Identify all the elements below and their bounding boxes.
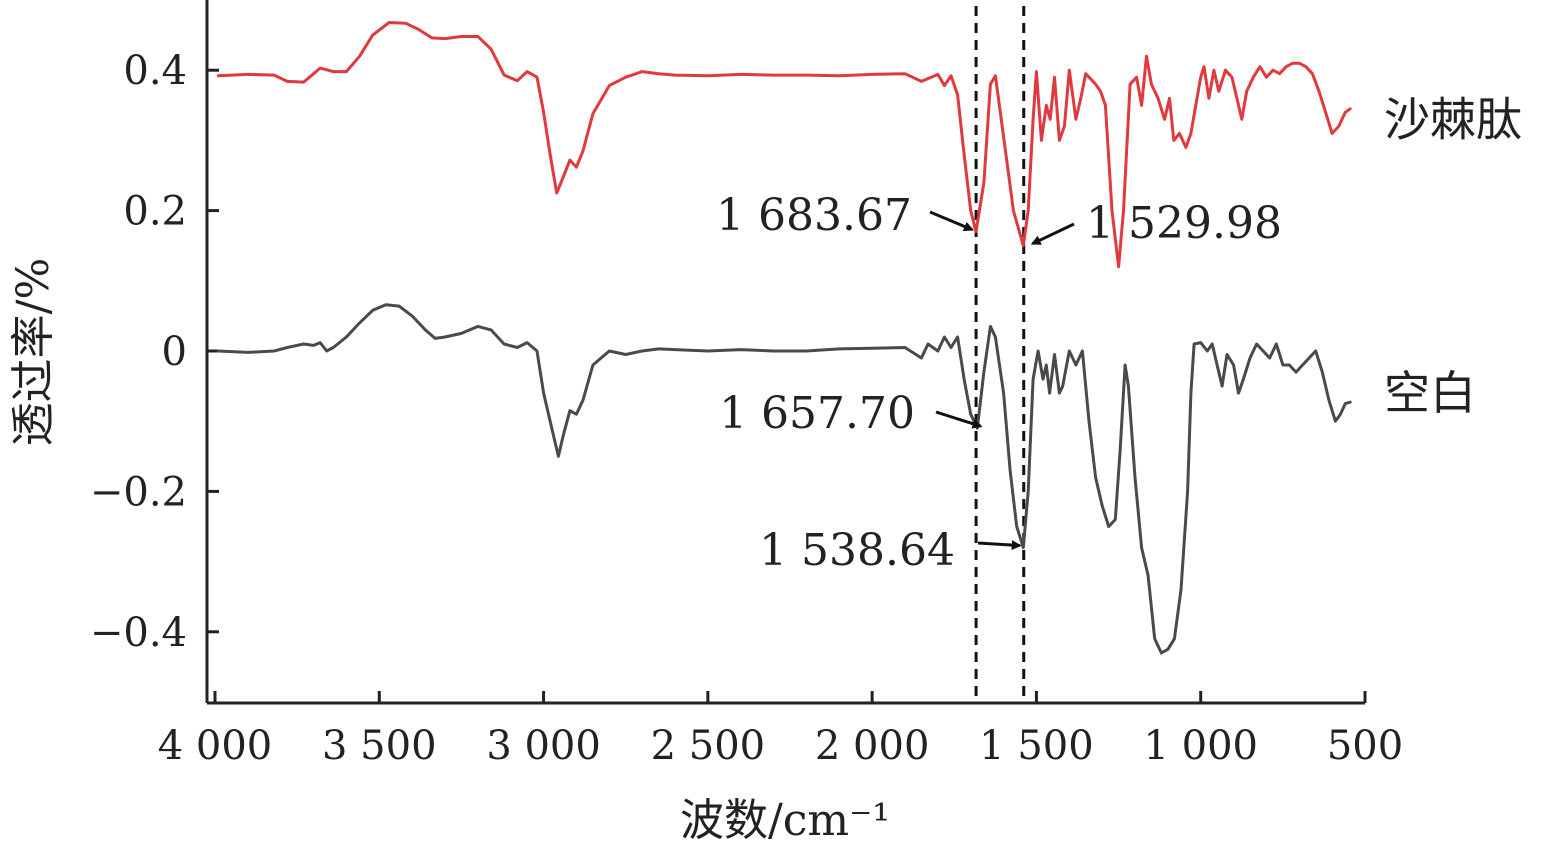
axes: 0.4 0.2 0 −0.2 −0.4 4 000 3 500 3 000 2 500 2 000…: [90, 0, 1403, 769]
series-line-1: [216, 21, 1352, 269]
peak-annotation-arrow: [929, 210, 974, 232]
y-tick-label: 0: [162, 329, 187, 375]
x-tick-label: 2 000: [815, 723, 930, 769]
y-tick-label: 0.2: [123, 189, 187, 235]
y-axis-title: 透过率/%: [8, 258, 59, 447]
x-tick-label: 2 500: [651, 723, 766, 769]
series-label: 空白: [1384, 366, 1476, 420]
peak-annotation-label: 1 538.64: [759, 525, 955, 576]
peak-annotation-arrow: [977, 540, 1022, 551]
annotations: 1 683.67 1 529.98 1 657.70 1 538.64: [716, 190, 1282, 576]
series-line-2: [216, 303, 1352, 655]
x-tick-label: 1 500: [979, 723, 1094, 769]
y-tick-label: −0.4: [90, 610, 187, 656]
x-tick-label: 1 000: [1143, 723, 1258, 769]
x-tick-label: 3 000: [486, 723, 601, 769]
x-tick-label: 4 000: [158, 723, 273, 769]
peak-annotation-arrow: [1030, 222, 1075, 246]
reference-lines: [974, 6, 1026, 700]
x-tick-label: 3 500: [322, 723, 437, 769]
series-label: 沙棘肽: [1384, 92, 1522, 146]
x-axis-title: 波数/cm⁻¹: [680, 795, 890, 846]
peak-annotation-arrow: [935, 410, 983, 429]
peak-annotation-label: 1 657.70: [719, 388, 915, 439]
y-tick-label: −0.2: [90, 469, 187, 515]
peak-annotation-label: 1 683.67: [716, 190, 912, 241]
peak-annotation-label: 1 529.98: [1086, 198, 1282, 249]
series-group: [216, 21, 1352, 655]
y-tick-label: 0.4: [123, 48, 187, 94]
x-tick-label: 500: [1327, 723, 1403, 769]
